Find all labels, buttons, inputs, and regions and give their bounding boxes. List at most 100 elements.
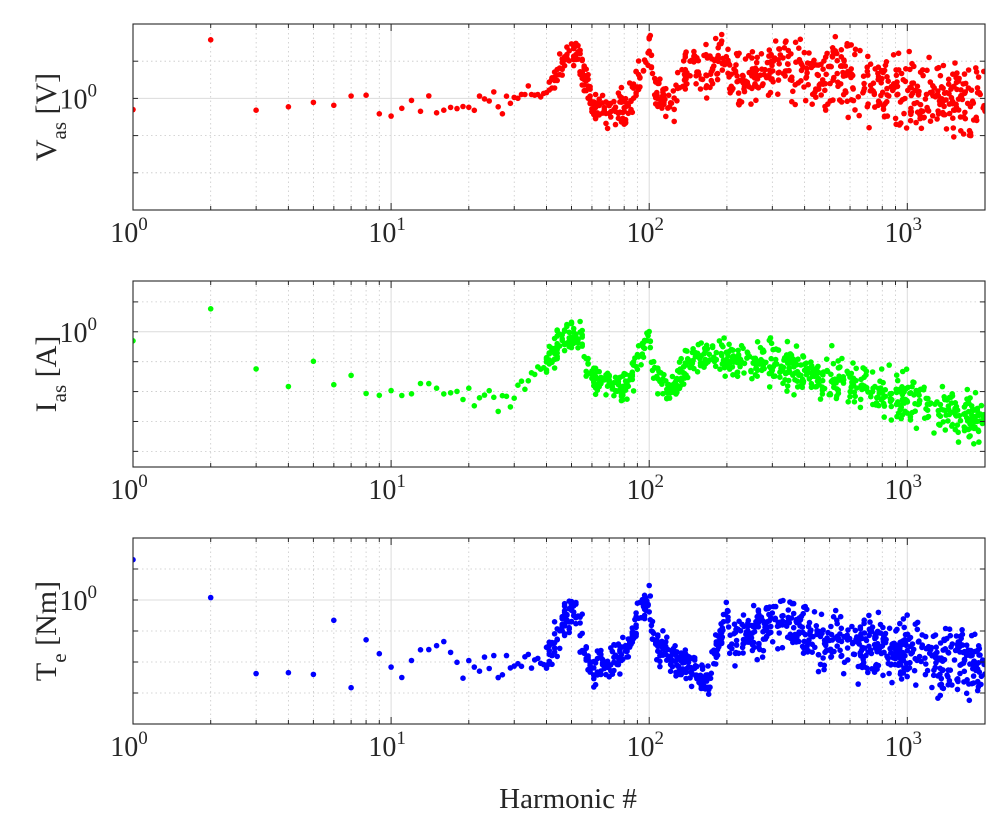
current-data-point: [618, 386, 625, 392]
voltage-data-point: [804, 65, 810, 72]
torque-data-point: [561, 608, 568, 614]
current-data-point: [835, 387, 841, 393]
torque-data-point: [731, 621, 738, 627]
torque-data-point: [657, 652, 663, 659]
torque-data-point: [785, 607, 792, 613]
current-data-point: [823, 356, 830, 363]
torque-data-point: [820, 627, 826, 633]
torque-data-point: [779, 644, 786, 651]
torque-data-point: [577, 649, 583, 655]
torque-data-point: [901, 624, 907, 631]
voltage-data-point: [348, 93, 354, 99]
torque-data-point: [951, 657, 958, 663]
voltage-series: [133, 31, 985, 140]
current-data-point: [649, 367, 656, 374]
voltage-data-point: [460, 103, 466, 110]
voltage-data-point: [852, 107, 858, 113]
torque-data-point: [942, 646, 949, 652]
voltage-data-point: [715, 55, 721, 61]
torque-data-point: [348, 684, 354, 691]
voltage-data-point: [741, 88, 748, 95]
current-data-point: [207, 306, 214, 312]
current-data-point: [887, 398, 894, 405]
torque-data-point: [725, 617, 731, 624]
current-data-point: [641, 345, 648, 352]
torque-data-point: [662, 650, 668, 656]
voltage-data-point: [559, 72, 565, 78]
current-data-point: [976, 412, 983, 419]
voltage-data-point: [965, 67, 972, 73]
torque-data-point: [809, 641, 815, 648]
current-data-point: [853, 377, 859, 384]
current-data-point: [826, 391, 832, 398]
voltage-data-point: [709, 56, 715, 62]
voltage-data-point: [696, 72, 702, 78]
voltage-data-point: [884, 92, 890, 98]
torque-data-point: [551, 631, 558, 637]
voltage-data-point: [952, 60, 958, 66]
voltage-data-point: [744, 79, 751, 85]
current-data-point: [702, 348, 709, 354]
voltage-data-point: [764, 59, 771, 66]
voltage-data-point: [709, 65, 716, 72]
torque-data-point: [916, 653, 923, 660]
current-data-point: [454, 388, 460, 395]
voltage-data-point: [884, 74, 890, 80]
voltage-data-point: [860, 88, 867, 94]
current-data-point: [606, 379, 612, 386]
voltage-data-point: [663, 113, 669, 120]
torque-data-point: [741, 640, 747, 647]
voltage-data-point: [515, 95, 521, 102]
voltage-data-point: [893, 67, 899, 73]
torque-data-point: [705, 691, 712, 697]
current-data-point: [716, 338, 723, 344]
torque-data-point: [908, 651, 914, 657]
torque-data-point: [760, 647, 767, 654]
current-data-point: [632, 355, 638, 361]
voltage-data-point: [941, 103, 947, 110]
torque-data-point: [561, 600, 568, 607]
torque-data-point: [777, 598, 784, 605]
torque-data-point: [664, 634, 670, 640]
voltage-data-point: [890, 81, 897, 87]
torque-data-point: [818, 611, 825, 618]
torque-data-point: [707, 684, 713, 690]
torque-data-point: [790, 624, 797, 631]
current-data-point: [936, 411, 942, 418]
torque-data-point: [660, 628, 666, 634]
voltage-data-point: [982, 108, 985, 114]
voltage-data-point: [285, 104, 292, 110]
voltage-data-point: [934, 65, 940, 72]
current-data-point: [734, 369, 741, 376]
voltage-data-point: [608, 114, 614, 120]
voltage-data-point: [787, 76, 794, 83]
torque-data-point: [874, 666, 880, 672]
voltage-data-point: [674, 69, 681, 76]
voltage-data-point: [507, 100, 514, 107]
current-data-point: [665, 387, 671, 393]
voltage-data-point: [611, 106, 617, 113]
torque-data-point: [725, 608, 731, 615]
voltage-data-point: [906, 48, 912, 55]
voltage-data-point: [645, 62, 651, 69]
torque-data-point: [759, 654, 766, 660]
current-data-point: [792, 358, 798, 364]
torque-data-point: [837, 613, 844, 620]
voltage-data-point: [734, 73, 740, 79]
voltage-data-point: [376, 111, 383, 117]
voltage-data-point: [815, 72, 822, 79]
voltage-data-point: [635, 58, 642, 64]
torque-data-point: [617, 654, 623, 661]
voltage-data-point: [667, 100, 674, 106]
torque-data-point: [852, 627, 859, 634]
current-data-point: [942, 427, 949, 433]
torque-data-point: [705, 663, 711, 669]
current-data-point: [819, 384, 825, 390]
voltage-data-point: [719, 60, 726, 67]
torque-data-point: [559, 627, 565, 634]
voltage-data-point: [566, 58, 572, 64]
torque-data-point: [745, 617, 752, 624]
current-data-point: [853, 365, 859, 372]
voltage-axes-frame: [132, 23, 986, 211]
current-data-point: [757, 344, 764, 351]
